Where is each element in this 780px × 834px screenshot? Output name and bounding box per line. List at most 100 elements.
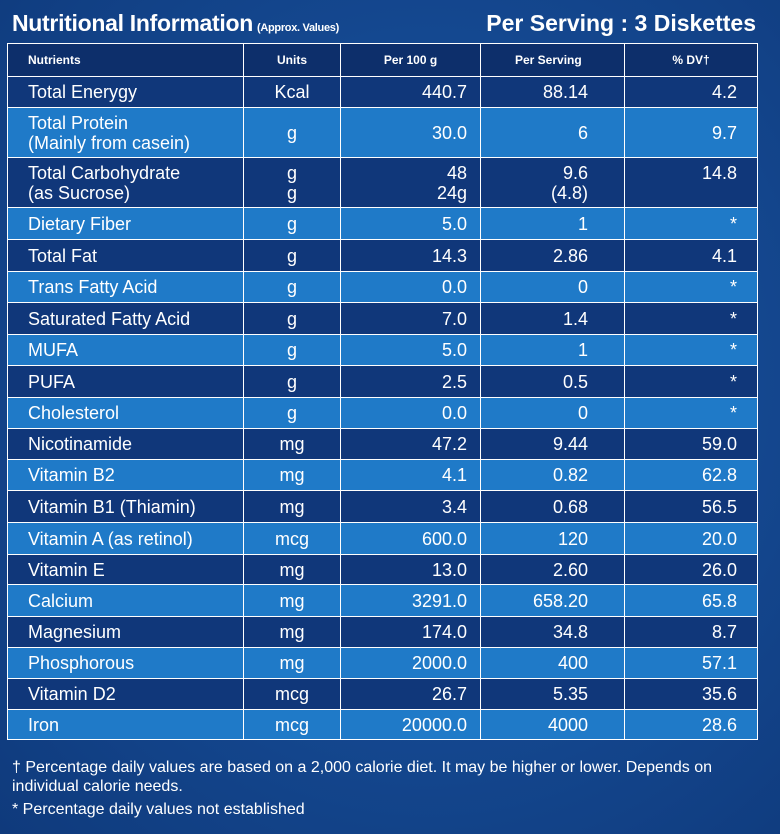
nutrient-name: Trans Fatty Acid — [7, 271, 244, 303]
nutrient-dv: * — [624, 302, 758, 335]
nutrient-name: Vitamin A (as retinol) — [7, 522, 244, 555]
nutrient-per-serving: 6 — [480, 107, 625, 158]
nutrient-per-100g-line: 7.0 — [441, 308, 467, 329]
nutrient-name-line: Total Fat — [28, 245, 98, 266]
nutrient-name-line: Vitamin B2 — [28, 465, 115, 485]
column-header-units: Units — [243, 43, 341, 77]
nutrient-per-100g: 440.7 — [340, 76, 481, 108]
table-row: Nicotinamide mg 47.2 9.44 59.0 — [7, 428, 758, 460]
table-row: Cholesterol g 0.0 0 * — [7, 397, 758, 429]
nutrient-per-100g-line: 0.0 — [441, 403, 467, 423]
nutrient-per-serving: 9.44 — [480, 428, 625, 460]
nutrient-units-line: g — [286, 162, 297, 183]
nutrient-name: Vitamin B1 (Thiamin) — [7, 490, 244, 523]
nutrient-units: g — [243, 397, 341, 429]
nutrient-per-serving-line: 4000 — [547, 714, 588, 735]
table-row: Total Carbohydrate (as Sucrose) g g 48 24g 9.6… — [7, 157, 758, 208]
nutrient-per-100g-line: 2000.0 — [411, 653, 467, 673]
nutrient-units: g — [243, 334, 341, 366]
nutrient-units-line: g — [286, 277, 297, 297]
nutrient-units: mcg — [243, 522, 341, 555]
nutrient-per-100g-line: 48 — [446, 162, 467, 183]
nutrient-per-serving-line: 6 — [577, 122, 588, 143]
nutrient-name: Vitamin B2 — [7, 459, 244, 491]
nutrient-name: Magnesium — [7, 616, 244, 648]
nutrient-name-line: Nicotinamide — [28, 434, 133, 454]
nutrient-name: Saturated Fatty Acid — [7, 302, 244, 335]
nutrient-per-100g-line: 440.7 — [421, 82, 467, 102]
nutrient-per-serving-line: 0 — [577, 403, 588, 423]
nutrient-units-line: mg — [279, 559, 305, 580]
nutrient-dv: 28.6 — [624, 709, 758, 740]
nutrient-per-serving: 2.86 — [480, 239, 625, 272]
nutrient-per-100g-line: 2.5 — [441, 371, 467, 392]
nutrient-per-100g: 13.0 — [340, 554, 481, 585]
table-row: Trans Fatty Acid g 0.0 0 * — [7, 271, 758, 303]
serving-size: Per Serving : 3 Diskettes — [486, 10, 756, 36]
nutrient-units: mcg — [243, 678, 341, 710]
table-row: Total Fat g 14.3 2.86 4.1 — [7, 239, 758, 272]
page-title: Nutritional Information (Approx. Values) — [12, 10, 339, 37]
nutrient-dv: 26.0 — [624, 554, 758, 585]
nutrient-units: mg — [243, 647, 341, 679]
nutrient-name-line: Calcium — [28, 590, 94, 611]
nutrient-units: mg — [243, 459, 341, 491]
nutrient-per-serving-line: 0.68 — [552, 496, 588, 517]
nutrient-per-100g: 3291.0 — [340, 584, 481, 617]
nutrient-per-serving-line: 1 — [577, 340, 588, 360]
nutrient-per-serving: 0.5 — [480, 365, 625, 398]
nutrient-per-serving-line: 34.8 — [552, 622, 588, 642]
nutrient-name: Vitamin D2 — [7, 678, 244, 710]
nutrient-units-line: g — [286, 340, 297, 360]
nutrient-dv: 20.0 — [624, 522, 758, 555]
nutrient-units-line: g — [286, 122, 297, 143]
nutrient-per-100g-line: 5.0 — [441, 340, 467, 360]
nutrient-per-serving-line: 2.60 — [552, 559, 588, 580]
nutrient-per-100g-line: 14.3 — [431, 245, 467, 266]
nutrient-per-serving: 400 — [480, 647, 625, 679]
nutrient-dv: 59.0 — [624, 428, 758, 460]
nutrient-per-serving: 4000 — [480, 709, 625, 740]
nutrient-dv: 4.2 — [624, 76, 758, 108]
nutrient-per-serving-line: 2.86 — [552, 245, 588, 266]
nutrient-name-line: PUFA — [28, 371, 76, 392]
table-row: Phosphorous mg 2000.0 400 57.1 — [7, 647, 758, 679]
nutrient-units-line: mcg — [274, 714, 309, 735]
nutrient-per-100g-line: 0.0 — [441, 277, 467, 297]
nutrient-name-line: Cholesterol — [28, 403, 120, 423]
nutrient-per-serving: 1 — [480, 207, 625, 240]
table-row: Iron mcg 20000.0 4000 28.6 — [7, 709, 758, 740]
nutrient-per-100g: 20000.0 — [340, 709, 481, 740]
nutrient-units: mg — [243, 584, 341, 617]
nutrition-table: Nutrients Units Per 100 g Per Serving % … — [7, 43, 758, 740]
nutrient-name-line: Total Protein — [28, 112, 129, 133]
nutrient-name-line: Saturated Fatty Acid — [28, 308, 191, 329]
footnote-dv-basis: † Percentage daily values are based on a… — [12, 759, 712, 795]
nutrient-per-serving: 1 — [480, 334, 625, 366]
nutrient-name: Iron — [7, 709, 244, 740]
nutrient-per-100g-line: 3291.0 — [411, 590, 467, 611]
nutrient-name-line: MUFA — [28, 340, 79, 360]
nutrient-per-100g-line: 47.2 — [431, 434, 467, 454]
nutrient-per-serving-line: 400 — [557, 653, 588, 673]
title-subtitle: (Approx. Values) — [256, 22, 339, 34]
nutrient-name-line: Total Carbohydrate — [28, 162, 181, 183]
nutrient-units: mcg — [243, 709, 341, 740]
nutrient-units: mg — [243, 428, 341, 460]
nutrient-per-serving: 9.6 (4.8) — [480, 157, 625, 208]
nutrient-per-100g-line: 4.1 — [441, 465, 467, 485]
column-header-dv: % DV† — [624, 43, 758, 77]
nutrient-units-line: mg — [279, 496, 305, 517]
nutrient-units-line: mg — [279, 622, 305, 642]
nutrient-per-100g: 30.0 — [340, 107, 481, 158]
nutrient-per-serving-line: 0.82 — [552, 465, 588, 485]
nutrient-units: Kcal — [243, 76, 341, 108]
nutrient-dv: 57.1 — [624, 647, 758, 679]
nutrient-per-serving-line: 1 — [577, 213, 588, 234]
nutrient-name: Vitamin E — [7, 554, 244, 585]
nutrition-table-body: Total Enerygy Kcal 440.7 88.14 4.2 Total Prot… — [7, 76, 758, 740]
nutrient-name-line: Phosphorous — [28, 653, 135, 673]
nutrient-per-serving: 5.35 — [480, 678, 625, 710]
nutrient-units-line: g — [286, 182, 297, 203]
nutrient-per-100g-line: 24g — [436, 182, 467, 203]
